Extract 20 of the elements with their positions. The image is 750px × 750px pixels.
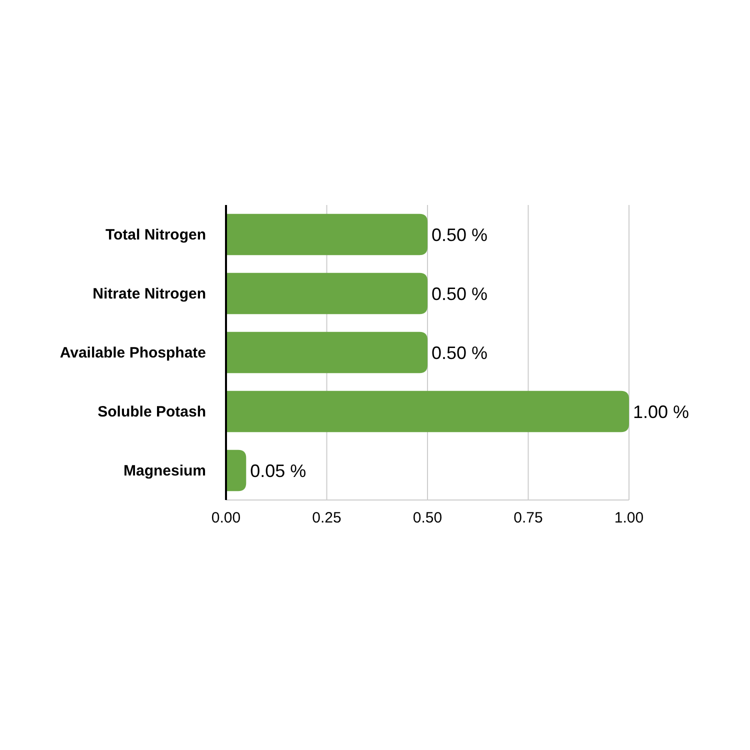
x-tick-label: 0.00	[211, 510, 241, 527]
x-tick-label: 1.00	[614, 510, 644, 527]
bar	[226, 450, 246, 492]
y-tick-label: Total Nitrogen	[105, 226, 206, 244]
data-label: 0.05 %	[250, 460, 306, 481]
bar	[226, 390, 629, 432]
x-tick-label: 0.75	[514, 510, 543, 527]
y-tick-label: Available Phosphate	[60, 344, 206, 362]
bar	[226, 332, 428, 374]
data-label: 1.00 %	[633, 402, 690, 422]
data-label: 0.50 %	[432, 342, 488, 363]
bar	[226, 272, 428, 314]
y-tick-label: Nitrate Nitrogen	[92, 285, 206, 302]
data-label: 0.50 %	[432, 284, 488, 304]
y-tick-label: Soluble Potash	[98, 403, 206, 420]
y-tick-label: Magnesium	[123, 462, 206, 480]
data-label: 0.50 %	[432, 224, 488, 245]
bar	[226, 214, 428, 256]
x-tick-label: 0.50	[412, 510, 442, 527]
x-tick-label: 0.25	[312, 510, 342, 527]
